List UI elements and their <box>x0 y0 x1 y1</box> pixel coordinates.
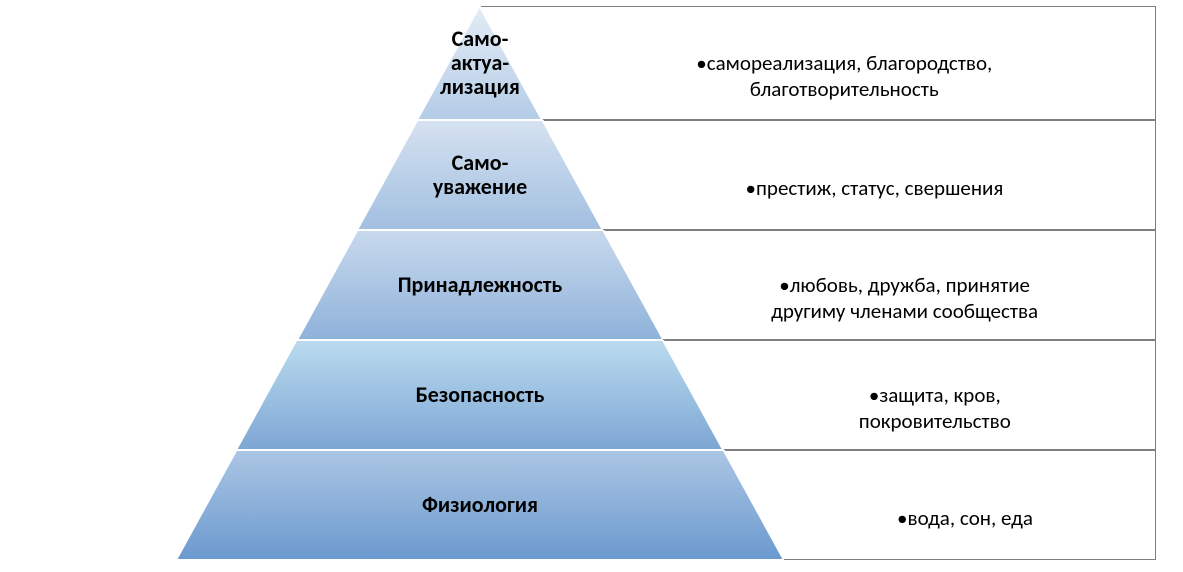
description-content: вода, сон, еда <box>908 505 1033 531</box>
pyramid-level: Принадлежность <box>297 230 664 340</box>
bullet-icon: • <box>746 175 756 201</box>
bullet-icon: • <box>696 50 706 76</box>
pyramid-level: Безопасность <box>236 340 723 450</box>
pyramid-level: Физиология <box>176 450 784 560</box>
description-text: •защита, кров, покровительство <box>859 356 1011 435</box>
pyramid-level-label: Безопасность <box>416 383 545 407</box>
pyramid-level-label: Само- актуа- лизация <box>440 27 520 100</box>
pyramid-level-label: Само- уважение <box>433 151 527 199</box>
pyramid-level-label: Принадлежность <box>398 273 563 297</box>
description-box: •самореализация, благородство, благотвор… <box>480 6 1156 120</box>
bullet-icon: • <box>897 505 907 531</box>
description-text: •вода, сон, еда <box>897 479 1033 532</box>
description-content: любовь, дружба, принятие другиму членами… <box>771 272 1038 324</box>
bullet-icon: • <box>869 382 879 408</box>
description-content: самореализация, благородство, благотвори… <box>707 50 993 102</box>
description-content: престиж, статус, свершения <box>756 175 1003 201</box>
description-content: защита, кров, покровительство <box>859 382 1011 434</box>
pyramid-diagram: •самореализация, благородство, благотвор… <box>0 0 1183 572</box>
pyramid-level-label: Физиология <box>422 493 538 517</box>
pyramid-level: Само- уважение <box>357 120 603 230</box>
description-text: •престиж, статус, свершения <box>746 149 1004 202</box>
pyramid-level: Само- актуа- лизация <box>417 6 542 120</box>
description-text: •любовь, дружба, принятие другиму членам… <box>771 246 1038 325</box>
bullet-icon: • <box>779 272 789 298</box>
description-text: •самореализация, благородство, благотвор… <box>696 24 992 103</box>
